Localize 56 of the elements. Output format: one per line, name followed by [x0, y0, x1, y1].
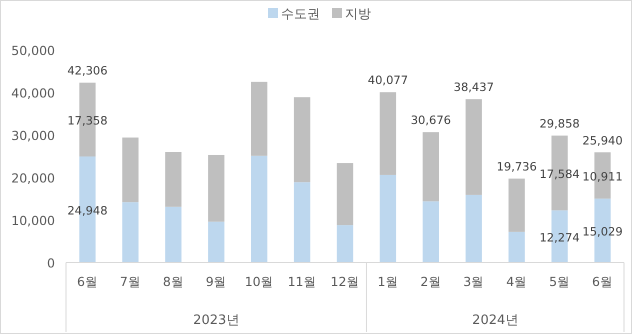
- x-tick-label: 6월: [76, 274, 98, 289]
- y-tick-label: 0: [47, 256, 56, 270]
- x-tick-label: 6월: [592, 274, 614, 289]
- x-tick-label: 5월: [549, 274, 570, 289]
- x-tick-label: 12월: [330, 274, 360, 289]
- y-tick-label: 10,000: [11, 213, 56, 228]
- text: 2024년: [472, 313, 518, 328]
- total-label: 29,858: [539, 116, 580, 131]
- x-tick-label: 8월: [162, 274, 184, 289]
- total-label: 25,940: [582, 133, 623, 148]
- bar: [165, 206, 182, 262]
- bar: [466, 99, 482, 195]
- bar: [422, 201, 439, 262]
- x-tick-label: 7월: [120, 274, 141, 289]
- y-tick-label: 50,000: [11, 43, 56, 58]
- bar: [466, 194, 482, 262]
- total-label: 40,077: [368, 73, 408, 88]
- bar: [508, 232, 525, 262]
- total-label: 30,676: [410, 113, 451, 128]
- total-label: 42,306: [67, 64, 108, 78]
- bar: [336, 163, 354, 226]
- x-tick-label: 11월: [288, 274, 317, 289]
- bar: [208, 222, 224, 262]
- bar: [165, 152, 182, 207]
- data-label: 15,029: [582, 224, 623, 239]
- bar: [251, 82, 268, 156]
- x-tick-label: 2월: [420, 274, 442, 289]
- data-label: 12,274: [539, 230, 580, 244]
- y-tick-label: 30,000: [11, 128, 56, 143]
- data-label: 24,948: [67, 203, 108, 218]
- bar: [122, 138, 139, 202]
- data-label: 17,358: [67, 114, 108, 128]
- bar: [122, 202, 139, 262]
- bar: [508, 178, 525, 232]
- bar: [294, 97, 310, 182]
- total-label: 19,736: [496, 160, 537, 174]
- bar: [294, 182, 310, 262]
- bar: [208, 154, 224, 222]
- bar: [380, 92, 396, 175]
- x-tick-label: 9월: [206, 274, 227, 289]
- data-label: 10,911: [582, 169, 623, 184]
- bar: [380, 174, 396, 262]
- legend-label: 지방: [345, 7, 371, 22]
- x-tick-label: 4월: [506, 274, 528, 289]
- y-tick-label: 20,000: [11, 170, 56, 186]
- bar: [336, 225, 354, 262]
- bar: [422, 132, 439, 202]
- x-tick-label: 10월: [244, 274, 274, 289]
- x-tick-label: 1월: [377, 274, 398, 289]
- y-tick-label: 40,000: [11, 86, 56, 100]
- x-tick-label: 3월: [463, 274, 484, 289]
- text: 2023년: [193, 313, 240, 328]
- data-label: 17,584: [539, 166, 580, 181]
- bar: [251, 156, 268, 262]
- total-label: 38,437: [454, 80, 494, 94]
- legend-label: 수도권: [281, 7, 320, 22]
